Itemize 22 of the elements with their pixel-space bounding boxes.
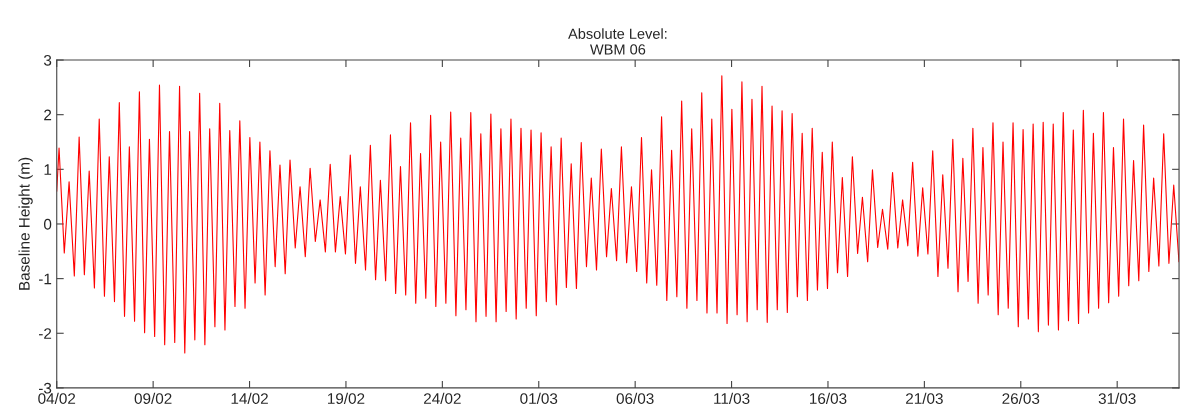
x-tick-label: 14/02 (231, 392, 268, 404)
x-tick-label: 09/02 (134, 392, 172, 404)
y-tick-label: 2 (44, 109, 52, 121)
x-tick-label: 19/02 (328, 392, 365, 404)
x-tick-label: 21/03 (906, 392, 943, 404)
x-tick-label: 31/03 (1098, 392, 1136, 404)
chart-subtitle: WBM 06 (590, 44, 646, 55)
y-tick-label: -2 (38, 328, 52, 339)
y-axis-title: Baseline Height (m) (18, 157, 33, 290)
y-tick-label: 1 (44, 164, 52, 175)
x-tick-label: 01/03 (520, 392, 558, 404)
x-tick-label: 04/02 (38, 392, 76, 404)
y-tick-label: -3 (38, 382, 52, 394)
x-tick-label: 26/03 (1002, 392, 1040, 404)
y-tick-label: 0 (43, 218, 52, 230)
chart-title: Absolute Level: (568, 28, 667, 39)
x-tick-label: 24/02 (424, 392, 461, 404)
y-tick-label: 3 (43, 54, 52, 66)
y-tick-label: -1 (38, 273, 52, 285)
x-tick-label: 11/03 (714, 392, 750, 404)
x-tick-label: 16/03 (810, 392, 847, 404)
x-tick-label: 06/03 (616, 392, 654, 404)
